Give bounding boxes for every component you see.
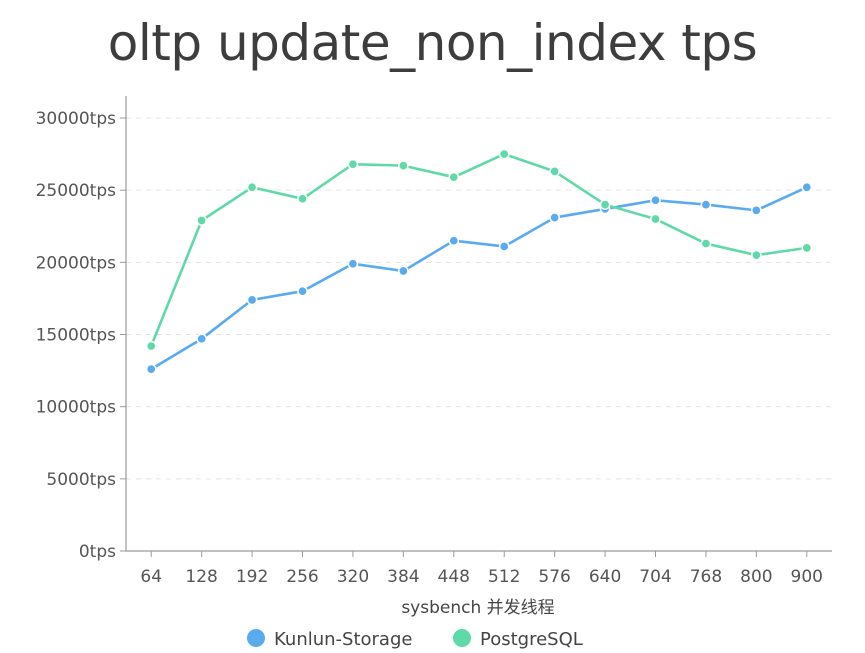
legend[interactable]: Kunlun-Storage PostgreSQL — [247, 629, 583, 650]
x-tick-label: 192 — [236, 567, 268, 587]
x-tick-label: 256 — [286, 567, 318, 587]
series-group — [145, 148, 813, 375]
x-tick-label: 900 — [791, 567, 823, 587]
data-point — [751, 249, 762, 261]
legend-label: PostgreSQL — [480, 629, 583, 650]
x-tick-labels: 64 128 192 256 320 384 448 512 576 640 704 768 800 90… — [140, 567, 823, 587]
data-point — [751, 205, 762, 216]
x-tick-label: 800 — [740, 567, 772, 587]
data-point — [700, 199, 712, 210]
x-axis-label: sysbench 并发线程 — [401, 598, 554, 618]
y-tick-label: 0tps — [79, 542, 116, 562]
y-tick-label: 5000tps — [46, 470, 116, 490]
data-point — [650, 213, 661, 225]
axes — [120, 96, 832, 557]
data-point — [549, 166, 560, 177]
chart-title: oltp update_non_index tps — [107, 14, 758, 72]
y-tick-label: 15000tps — [36, 326, 117, 346]
data-point — [801, 242, 813, 254]
data-point — [498, 148, 510, 160]
data-point — [246, 294, 258, 306]
data-point — [549, 212, 560, 223]
data-point — [196, 215, 207, 226]
data-point — [700, 238, 712, 249]
data-point — [448, 171, 460, 183]
data-point — [196, 333, 207, 345]
x-tick-label: 448 — [438, 567, 470, 587]
data-point — [599, 199, 611, 210]
series-line-postgresql — [150, 152, 807, 347]
y-tick-label: 20000tps — [36, 253, 117, 273]
data-point — [398, 160, 409, 171]
x-tick-label: 704 — [639, 567, 671, 587]
legend-label: Kunlun-Storage — [274, 629, 412, 650]
data-point — [347, 158, 359, 170]
data-point — [145, 363, 157, 375]
data-point — [246, 181, 258, 193]
x-tick-label: 128 — [185, 567, 217, 587]
legend-marker — [453, 629, 471, 647]
x-tick-label: 320 — [337, 567, 369, 587]
x-tick-label: 576 — [538, 567, 570, 587]
data-point — [448, 235, 460, 247]
legend-item[interactable]: Kunlun-Storage — [247, 629, 412, 650]
x-tick-label: 64 — [140, 567, 162, 587]
data-point — [650, 194, 661, 206]
x-tick-label: 512 — [488, 567, 520, 587]
series-line-kunlun-storage — [150, 186, 808, 371]
grid-lines — [126, 117, 832, 480]
data-point — [347, 258, 359, 270]
x-tick-label: 640 — [589, 567, 621, 587]
data-point — [297, 193, 308, 205]
y-tick-label: 30000tps — [36, 109, 117, 129]
data-point — [498, 241, 510, 252]
y-tick-label: 10000tps — [36, 398, 117, 418]
y-tick-labels: 0tps 5000tps 10000tps 15000tps 20000tps 25000… — [36, 109, 117, 562]
data-point — [297, 285, 308, 297]
x-tick-label: 384 — [387, 567, 419, 587]
legend-item[interactable]: PostgreSQL — [453, 629, 583, 650]
data-point — [145, 340, 157, 352]
x-tick-label: 768 — [690, 567, 722, 587]
data-point — [398, 265, 409, 277]
y-tick-label: 25000tps — [36, 181, 117, 201]
legend-marker — [247, 629, 265, 647]
data-point — [801, 181, 813, 193]
